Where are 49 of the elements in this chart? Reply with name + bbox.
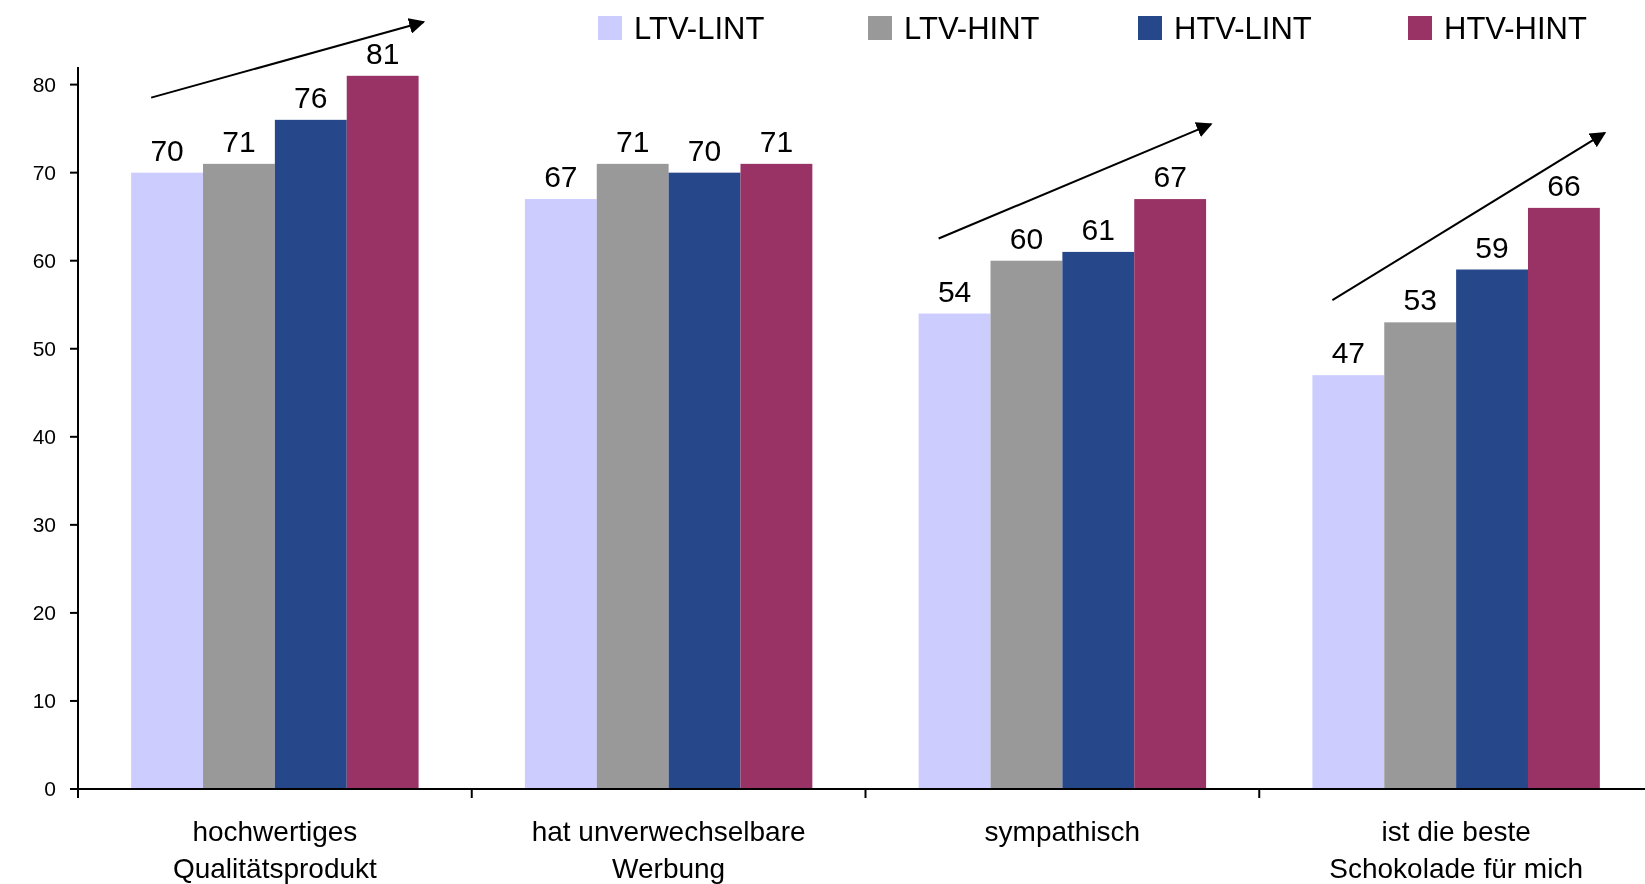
legend-label: LTV-LINT xyxy=(634,11,765,46)
data-label: 60 xyxy=(1009,221,1044,255)
bar xyxy=(1384,322,1457,789)
data-label: 59 xyxy=(1475,230,1509,264)
bar xyxy=(596,163,669,789)
data-label: 81 xyxy=(365,36,400,70)
data-label: 71 xyxy=(759,124,794,158)
y-tick-label: 40 xyxy=(32,425,56,449)
bar xyxy=(524,199,597,789)
bar xyxy=(990,260,1063,789)
x-tick-label: hochwertiges Qualitätsprodukt xyxy=(172,816,378,884)
data-label: 70 xyxy=(150,133,184,167)
bar xyxy=(1134,199,1207,789)
y-tick-label: 80 xyxy=(32,72,56,96)
bar xyxy=(918,313,991,789)
bar xyxy=(740,163,813,789)
bar xyxy=(1456,269,1528,789)
bar xyxy=(131,172,204,789)
data-label: 66 xyxy=(1547,168,1581,202)
legend-label: HTV-LINT xyxy=(1174,11,1312,46)
data-label: 70 xyxy=(687,133,722,167)
y-tick-label: 30 xyxy=(32,513,56,537)
bar xyxy=(203,163,275,789)
bar xyxy=(1062,251,1135,789)
legend-label: LTV-HINT xyxy=(904,11,1040,46)
data-label: 61 xyxy=(1081,212,1115,246)
y-tick-label: 20 xyxy=(32,601,56,625)
y-tick-label: 50 xyxy=(32,337,56,361)
data-label: 71 xyxy=(616,124,650,158)
bar xyxy=(274,119,347,789)
bar xyxy=(346,75,419,789)
y-tick-label: 10 xyxy=(32,689,56,713)
bar xyxy=(1312,375,1385,789)
legend-label: HTV-HINT xyxy=(1444,11,1587,46)
x-tick-label: hat unverwechselbare Werbung xyxy=(531,816,806,884)
y-tick-label: 0 xyxy=(44,777,56,801)
y-tick-label: 60 xyxy=(32,249,56,273)
y-tick-label: 70 xyxy=(32,161,56,185)
data-label: 76 xyxy=(294,80,328,114)
x-tick-label: sympathisch xyxy=(984,816,1141,847)
data-label: 67 xyxy=(1153,160,1187,194)
data-label: 67 xyxy=(544,160,578,194)
data-label: 54 xyxy=(937,274,972,308)
data-label: 53 xyxy=(1403,283,1437,317)
x-tick-label: ist die beste Schokolade für mich xyxy=(1329,816,1583,884)
data-label: 47 xyxy=(1331,336,1366,370)
bar xyxy=(668,172,741,789)
bar xyxy=(1527,207,1600,789)
data-label: 71 xyxy=(222,124,256,158)
